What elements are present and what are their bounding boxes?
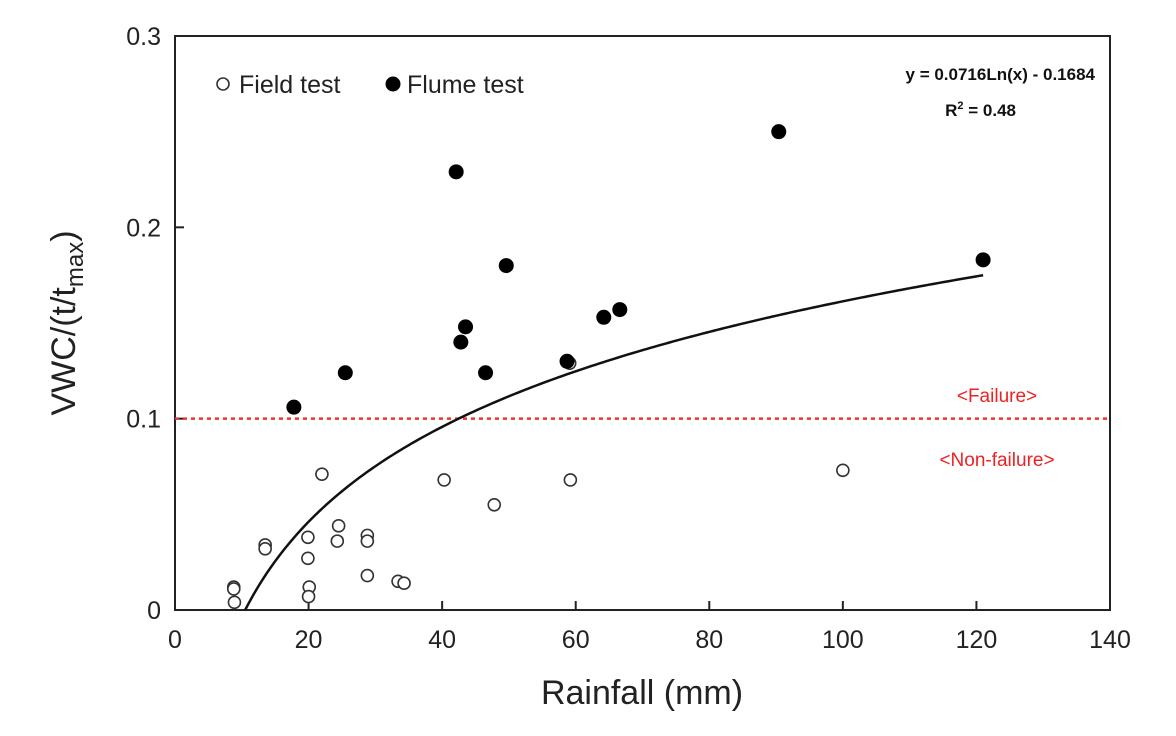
legend-label-flume: Flume test	[407, 71, 524, 99]
flume-test-point	[448, 164, 464, 180]
x-tick-label: 120	[956, 626, 998, 654]
field-test-point	[301, 551, 315, 566]
field-test-point	[836, 463, 850, 478]
field-test-point	[437, 473, 451, 487]
x-tick-label: 20	[295, 626, 323, 654]
fit-equation: y = 0.0716Ln(x) - 0.1684	[906, 65, 1096, 84]
flume-test-point	[612, 302, 628, 318]
x-axis-ticks: 0 20 40 60 80 100 120 140	[168, 601, 1131, 654]
y-tick-label: 0.1	[126, 406, 161, 434]
field-test-point	[331, 519, 346, 533]
x-tick-label: 0	[168, 626, 182, 654]
field-test-point	[315, 467, 329, 481]
flume-test-point	[286, 399, 302, 415]
field-test-point	[360, 568, 375, 583]
field-test-point	[397, 576, 411, 591]
field-test-point	[301, 589, 316, 604]
x-tick-label: 100	[822, 626, 864, 654]
x-tick-label: 140	[1089, 626, 1131, 654]
flume-test-point	[596, 309, 612, 325]
x-tick-label: 40	[428, 626, 456, 654]
field-test-point	[330, 534, 345, 548]
field-test-point	[360, 534, 375, 548]
flume-test-point	[478, 365, 494, 381]
non-failure-label: <Non-failure>	[939, 450, 1054, 471]
x-tick-label: 80	[695, 626, 723, 654]
flume-test-point	[453, 334, 469, 350]
flume-test-point	[771, 124, 787, 140]
field-test-point	[487, 497, 502, 512]
field-test-point	[258, 541, 272, 556]
flume-test-point	[975, 252, 991, 268]
legend-label-field: Field test	[239, 71, 340, 99]
failure-label: <Failure>	[957, 386, 1037, 407]
field-test-point	[563, 473, 578, 487]
flume-test-point	[498, 258, 514, 274]
flume-test-point	[559, 353, 575, 369]
y-axis-title: VWC/(t/tmax)	[45, 230, 89, 415]
flume-test-series	[286, 124, 991, 415]
field-test-point	[226, 582, 241, 596]
y-tick-label: 0.2	[126, 214, 161, 242]
legend: Field test Flume test	[216, 71, 524, 99]
fit-curve	[244, 273, 984, 611]
plot-area	[174, 35, 1111, 611]
y-tick-label: 0.3	[126, 23, 161, 51]
x-tick-label: 60	[562, 626, 590, 654]
y-axis-ticks: 0 0.1 0.2 0.3	[126, 23, 184, 625]
y-tick-label: 0	[147, 597, 161, 625]
fit-r2: R2 = 0.48	[945, 100, 1016, 120]
flume-test-point	[337, 365, 353, 381]
field-test-point	[227, 595, 242, 610]
field-test-series	[226, 356, 850, 610]
x-axis-title: Rainfall (mm)	[541, 674, 743, 712]
legend-marker-field	[216, 77, 230, 91]
legend-marker-flume	[385, 76, 401, 92]
field-test-point	[301, 530, 315, 545]
flume-test-point	[458, 319, 474, 335]
